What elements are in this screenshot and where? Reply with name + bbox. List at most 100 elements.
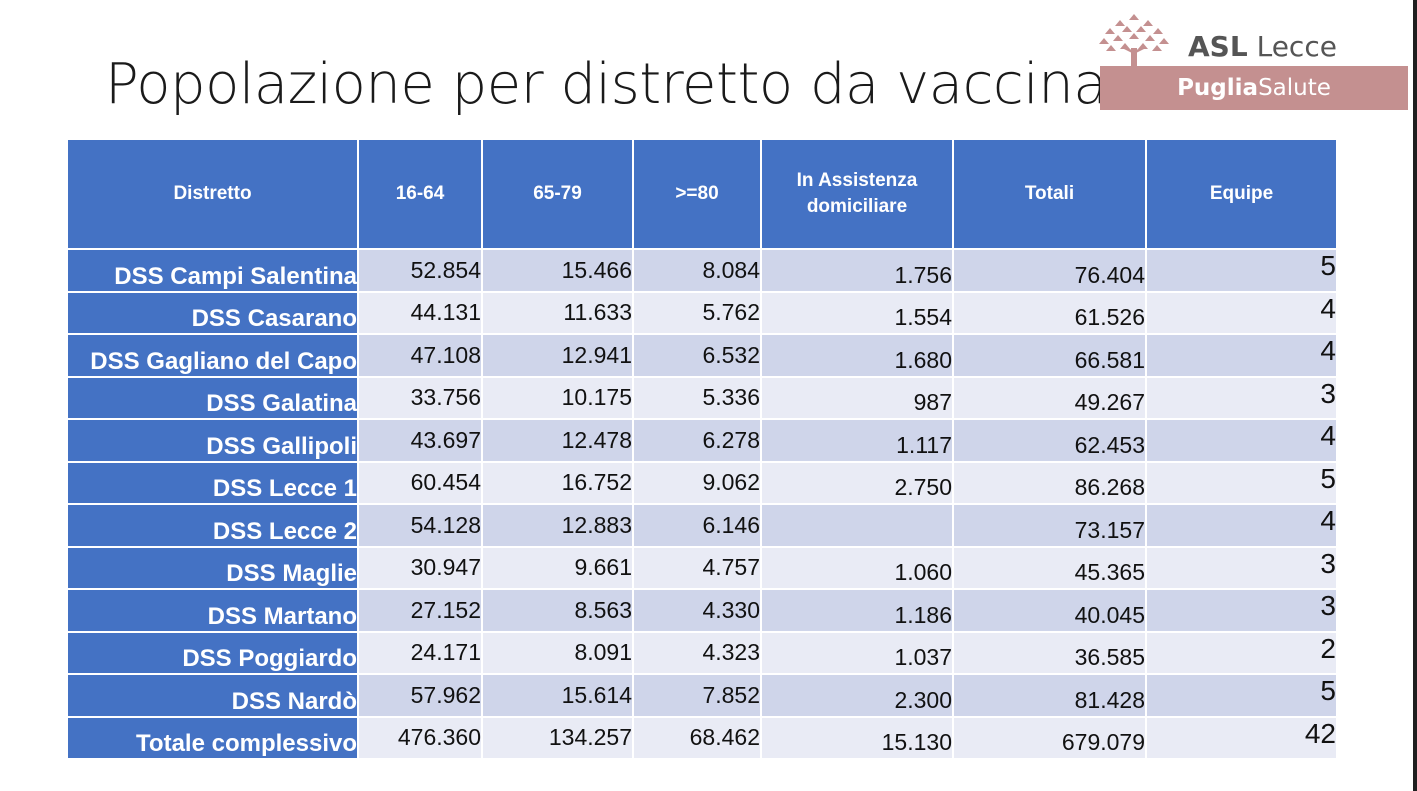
equipe-cell: 5 — [1145, 248, 1338, 293]
totali-cell: 40.045 — [952, 588, 1147, 633]
equipe-cell: 2 — [1145, 630, 1338, 675]
table-header-row: Distretto 16-64 65-79 >=80 In Assistenza… — [66, 138, 1338, 250]
header-equipe: Equipe — [1145, 138, 1338, 250]
window-edge — [1413, 0, 1417, 791]
age-80-plus-cell: 6.278 — [632, 418, 762, 463]
table-row: DSS Gagliano del Capo 47.108 12.941 6.532 1.… — [66, 333, 1338, 378]
equipe-cell: 3 — [1145, 545, 1338, 590]
assistenza-domiciliare-cell: 15.130 — [760, 715, 954, 760]
age-16-64-cell: 43.697 — [357, 418, 483, 463]
table-row: DSS Lecce 2 54.128 12.883 6.146 73.157 4 — [66, 503, 1338, 548]
table-row: DSS Campi Salentina 52.854 15.466 8.084 1.75… — [66, 248, 1338, 293]
age-65-79-cell: 8.563 — [481, 588, 634, 633]
totali-cell: 62.453 — [952, 418, 1147, 463]
age-80-plus-cell: 5.336 — [632, 375, 762, 420]
district-name-cell: Totale complessivo — [66, 715, 359, 760]
age-65-79-cell: 8.091 — [481, 630, 634, 675]
totali-cell: 61.526 — [952, 290, 1147, 335]
age-16-64-cell: 54.128 — [357, 503, 483, 548]
totali-cell: 76.404 — [952, 248, 1147, 293]
district-name-cell: DSS Campi Salentina — [66, 248, 359, 293]
population-table: Distretto 16-64 65-79 >=80 In Assistenza… — [66, 138, 1338, 760]
age-65-79-cell: 134.257 — [481, 715, 634, 760]
totali-cell: 45.365 — [952, 545, 1147, 590]
age-80-plus-cell: 4.757 — [632, 545, 762, 590]
equipe-cell: 4 — [1145, 418, 1338, 463]
district-name-cell: DSS Lecce 1 — [66, 460, 359, 505]
age-16-64-cell: 33.756 — [357, 375, 483, 420]
totali-cell: 66.581 — [952, 333, 1147, 378]
district-name-cell: DSS Maglie — [66, 545, 359, 590]
district-name-cell: DSS Lecce 2 — [66, 503, 359, 548]
equipe-cell: 5 — [1145, 673, 1338, 718]
table-row: DSS Nardò 57.962 15.614 7.852 2.300 81.428 5 — [66, 673, 1338, 718]
totali-cell: 73.157 — [952, 503, 1147, 548]
age-65-79-cell: 12.883 — [481, 503, 634, 548]
table-row: DSS Martano 27.152 8.563 4.330 1.186 40.045 3 — [66, 588, 1338, 633]
district-name-cell: DSS Gagliano del Capo — [66, 333, 359, 378]
age-16-64-cell: 24.171 — [357, 630, 483, 675]
assistenza-domiciliare-cell: 2.750 — [760, 460, 954, 505]
equipe-cell: 5 — [1145, 460, 1338, 505]
assistenza-domiciliare-cell: 1.554 — [760, 290, 954, 335]
asl-lecce-logo: ASL Lecce Puglia Salute — [1098, 8, 1408, 110]
assistenza-domiciliare-cell: 987 — [760, 375, 954, 420]
assistenza-domiciliare-cell: 1.060 — [760, 545, 954, 590]
age-65-79-cell: 10.175 — [481, 375, 634, 420]
totali-cell: 49.267 — [952, 375, 1147, 420]
assistenza-domiciliare-cell: 1.680 — [760, 333, 954, 378]
age-65-79-cell: 9.661 — [481, 545, 634, 590]
age-65-79-cell: 16.752 — [481, 460, 634, 505]
age-65-79-cell: 15.466 — [481, 248, 634, 293]
age-80-plus-cell: 9.062 — [632, 460, 762, 505]
header-assistenza-domiciliare: In Assistenza domiciliare — [760, 138, 954, 250]
age-80-plus-cell: 5.762 — [632, 290, 762, 335]
age-65-79-cell: 15.614 — [481, 673, 634, 718]
assistenza-domiciliare-cell: 1.186 — [760, 588, 954, 633]
age-16-64-cell: 60.454 — [357, 460, 483, 505]
totali-cell: 86.268 — [952, 460, 1147, 505]
table-row: Totale complessivo 476.360 134.257 68.462 15… — [66, 715, 1338, 760]
district-name-cell: DSS Galatina — [66, 375, 359, 420]
table-row: DSS Casarano 44.131 11.633 5.762 1.554 61.526… — [66, 290, 1338, 335]
age-65-79-cell: 11.633 — [481, 290, 634, 335]
age-80-plus-cell: 4.323 — [632, 630, 762, 675]
header-16-64: 16-64 — [357, 138, 483, 250]
age-80-plus-cell: 8.084 — [632, 248, 762, 293]
header-65-79: 65-79 — [481, 138, 634, 250]
age-80-plus-cell: 68.462 — [632, 715, 762, 760]
age-65-79-cell: 12.941 — [481, 333, 634, 378]
age-16-64-cell: 47.108 — [357, 333, 483, 378]
equipe-cell: 4 — [1145, 503, 1338, 548]
age-80-plus-cell: 6.532 — [632, 333, 762, 378]
table-row: DSS Lecce 1 60.454 16.752 9.062 2.750 86.268 5 — [66, 460, 1338, 505]
age-65-79-cell: 12.478 — [481, 418, 634, 463]
table-body: DSS Campi Salentina 52.854 15.466 8.084 1.75… — [66, 248, 1338, 760]
age-16-64-cell: 57.962 — [357, 673, 483, 718]
assistenza-domiciliare-cell — [760, 503, 954, 548]
table-row: DSS Poggiardo 24.171 8.091 4.323 1.037 36.585… — [66, 630, 1338, 675]
age-16-64-cell: 52.854 — [357, 248, 483, 293]
district-name-cell: DSS Nardò — [66, 673, 359, 718]
totali-cell: 679.079 — [952, 715, 1147, 760]
logo-text: ASL Lecce — [1188, 30, 1337, 63]
header-80-plus: >=80 — [632, 138, 762, 250]
equipe-cell: 4 — [1145, 290, 1338, 335]
age-80-plus-cell: 6.146 — [632, 503, 762, 548]
assistenza-domiciliare-cell: 1.037 — [760, 630, 954, 675]
table-row: DSS Gallipoli 43.697 12.478 6.278 1.117 62.45… — [66, 418, 1338, 463]
equipe-cell: 3 — [1145, 375, 1338, 420]
tree-icon — [1099, 14, 1169, 68]
header-distretto: Distretto — [66, 138, 359, 250]
age-16-64-cell: 476.360 — [357, 715, 483, 760]
district-name-cell: DSS Casarano — [66, 290, 359, 335]
district-name-cell: DSS Gallipoli — [66, 418, 359, 463]
slide-title: Popolazione per distretto da vaccinare — [105, 52, 1163, 117]
header-totali: Totali — [952, 138, 1147, 250]
equipe-cell: 42 — [1145, 715, 1338, 760]
age-16-64-cell: 44.131 — [357, 290, 483, 335]
age-16-64-cell: 30.947 — [357, 545, 483, 590]
equipe-cell: 4 — [1145, 333, 1338, 378]
table-row: DSS Maglie 30.947 9.661 4.757 1.060 45.365 3 — [66, 545, 1338, 590]
